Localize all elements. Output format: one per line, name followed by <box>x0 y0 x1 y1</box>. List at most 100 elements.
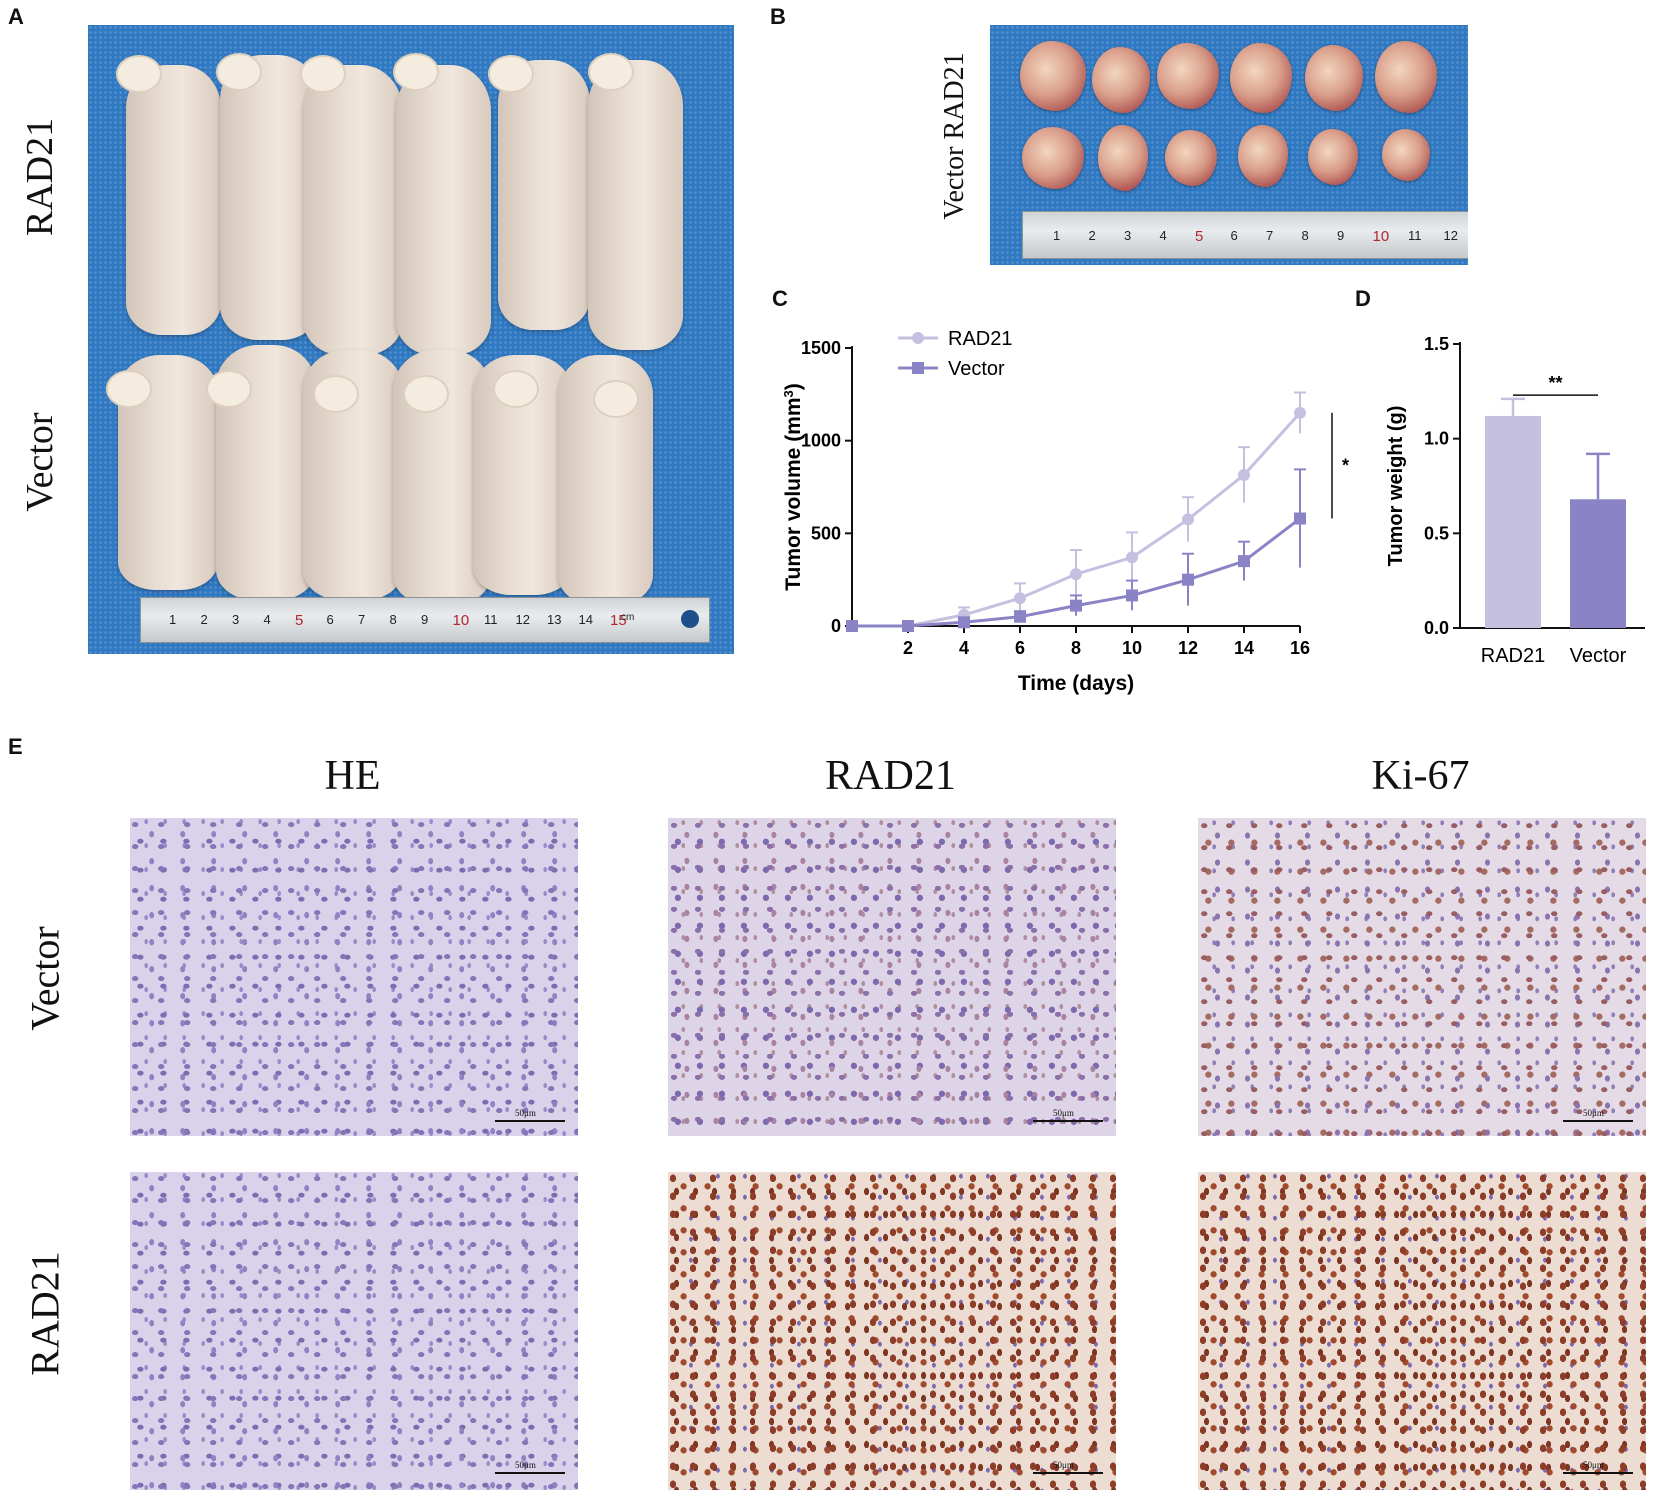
data-point-rad21 <box>1070 568 1082 580</box>
column-label-he: HE <box>130 752 575 800</box>
ruler-number: 6 <box>327 612 334 627</box>
x-axis-label: Time (days) <box>1018 672 1134 695</box>
scale-bar <box>495 1472 565 1474</box>
micrograph-vector-ki67: 50μm <box>1198 818 1646 1136</box>
data-point-vector <box>1126 589 1138 601</box>
tumor <box>1098 125 1148 191</box>
data-point-vector <box>1014 611 1026 623</box>
legend-marker <box>912 332 924 344</box>
ruler-number: 6 <box>1231 228 1238 243</box>
mouse <box>303 65 403 355</box>
data-point-vector <box>1182 574 1194 586</box>
scale-bar <box>495 1120 565 1122</box>
ruler-number: 3 <box>232 612 239 627</box>
mouse-ear <box>588 53 634 91</box>
panel-letter-e: E <box>8 734 23 760</box>
x-tick-label: 10 <box>1122 638 1142 658</box>
x-tick-label: 2 <box>903 638 913 658</box>
ruler-a: 123456789101112131415 cm <box>140 597 710 643</box>
mouse-ear <box>313 375 359 413</box>
category-label: RAD21 <box>1481 645 1545 667</box>
mouse-ear <box>593 380 639 418</box>
mouse <box>498 60 590 330</box>
ruler-number: 10 <box>1373 228 1390 245</box>
tumor-volume-chart: 050010001500246810121416Time (days)Tumor… <box>780 320 1360 710</box>
row-label-vector-e: Vector <box>22 909 69 1049</box>
ruler-number: 8 <box>1302 228 1309 243</box>
tumor <box>1375 41 1437 113</box>
micrograph-rad21-rad21: 50μm <box>668 1172 1116 1490</box>
ruler-number: 1 <box>169 612 176 627</box>
legend-label: Vector <box>948 358 1005 380</box>
scale-label: 50μm <box>1583 1460 1604 1470</box>
data-point-rad21 <box>1294 407 1306 419</box>
ruler-number: 4 <box>264 612 271 627</box>
mouse-ear <box>488 55 534 93</box>
row-label-rad21-a: RAD21 <box>18 107 62 247</box>
bar-vector <box>1570 499 1626 628</box>
side-label-b: Vector RAD21 <box>939 36 971 236</box>
data-point-vector <box>902 620 914 632</box>
legend-label: RAD21 <box>948 328 1012 350</box>
ruler-unit: cm <box>621 612 634 623</box>
panel-letter-b: B <box>770 4 786 30</box>
ruler-number: 12 <box>516 612 530 627</box>
tumor <box>1157 43 1219 109</box>
scale-bar <box>1033 1120 1103 1122</box>
row-label-vector-a: Vector <box>18 392 62 532</box>
data-point-vector <box>958 616 970 628</box>
panel-letter-d: D <box>1355 286 1371 312</box>
x-tick-label: 6 <box>1015 638 1025 658</box>
mouse-ear <box>403 375 449 413</box>
significance-mark: ** <box>1548 373 1562 393</box>
y-tick-label: 0 <box>831 616 841 636</box>
panel-letter-c: C <box>772 286 788 312</box>
mouse-ear <box>206 370 252 408</box>
x-tick-label: 16 <box>1290 638 1310 658</box>
micrograph-rad21-he: 50μm <box>130 1172 578 1490</box>
scale-label: 50μm <box>1053 1460 1074 1470</box>
mouse-ear <box>493 370 539 408</box>
tumor <box>1022 127 1084 189</box>
tumor <box>1382 129 1430 181</box>
data-point-vector <box>1070 600 1082 612</box>
mouse <box>588 60 683 350</box>
ruler-number: 14 <box>579 612 593 627</box>
ruler-b: 123456789101112 <box>1022 211 1468 259</box>
x-tick-label: 4 <box>959 638 969 658</box>
panel-letter-a: A <box>8 4 24 30</box>
data-point-rad21 <box>1238 469 1250 481</box>
tumor <box>1308 129 1358 185</box>
y-tick-label: 1.5 <box>1424 334 1449 354</box>
category-label: Vector <box>1570 645 1627 667</box>
data-point-rad21 <box>1126 551 1138 563</box>
x-tick-label: 12 <box>1178 638 1198 658</box>
tumor <box>1305 45 1363 111</box>
scale-label: 50μm <box>515 1460 536 1470</box>
scale-bar <box>1563 1472 1633 1474</box>
ruler-number: 13 <box>547 612 561 627</box>
ruler-number: 10 <box>453 612 470 629</box>
ruler-number: 4 <box>1160 228 1167 243</box>
significance-mark: * <box>1342 456 1349 476</box>
scale-label: 50μm <box>1583 1108 1604 1118</box>
scale-bar <box>1033 1472 1103 1474</box>
y-tick-label: 1000 <box>801 431 841 451</box>
scale-label: 50μm <box>1053 1108 1074 1118</box>
bar-rad21 <box>1485 416 1541 628</box>
column-label-rad21: RAD21 <box>668 752 1113 800</box>
data-point-vector <box>1294 513 1306 525</box>
y-tick-label: 500 <box>811 523 841 543</box>
data-point-rad21 <box>1182 513 1194 525</box>
ruler-number: 7 <box>358 612 365 627</box>
data-point-vector <box>1238 555 1250 567</box>
mice-photo: 123456789101112131415 cm <box>88 25 734 654</box>
ruler-number: 7 <box>1266 228 1273 243</box>
mouse <box>126 65 221 335</box>
legend-marker <box>912 362 924 374</box>
ruler-number: 11 <box>484 612 498 627</box>
ruler-number: 5 <box>295 612 303 629</box>
y-axis-label: Tumor weight (g) <box>1385 406 1407 567</box>
row-label-rad21-e: RAD21 <box>22 1244 69 1384</box>
tumor <box>1238 125 1288 187</box>
